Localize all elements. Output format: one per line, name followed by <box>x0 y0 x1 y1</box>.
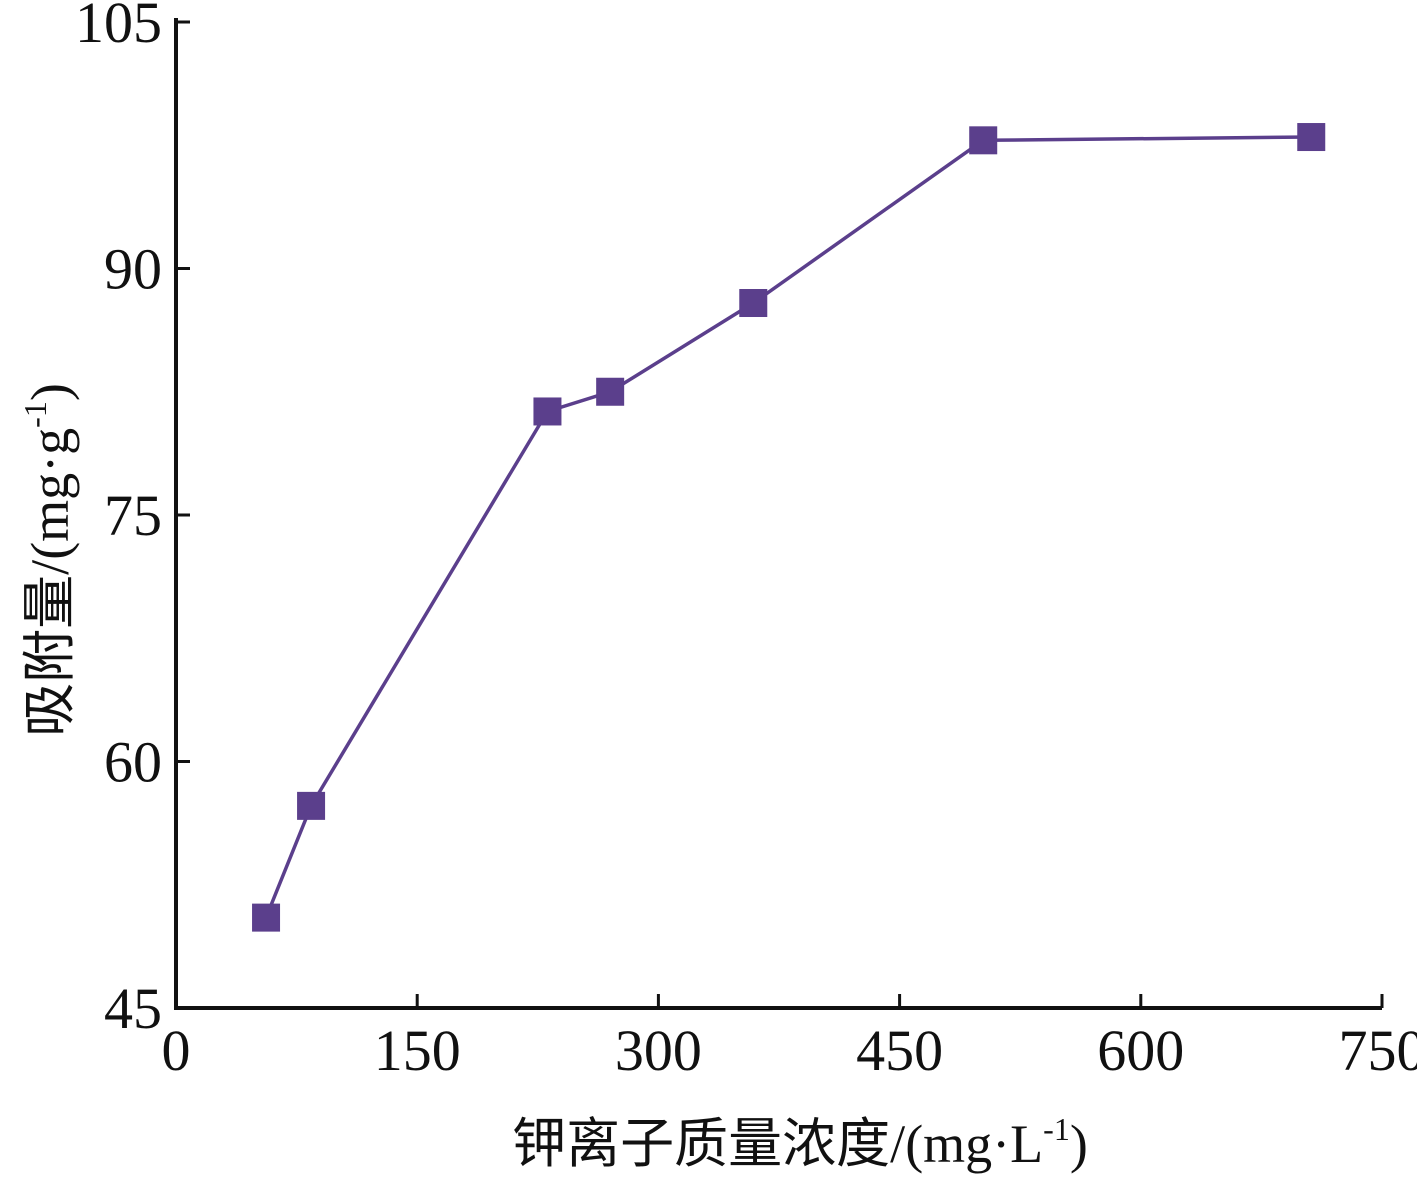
y-tick-label: 60 <box>104 730 162 795</box>
x-axis-title: 钾离子质量浓度/(mg·L-1) <box>512 1111 1088 1174</box>
y-axis-title-close: ) <box>20 383 80 401</box>
y-axis-title-main: 吸附量/(mg·g <box>20 428 80 737</box>
y-axis-title-sup: -1 <box>17 401 53 428</box>
data-point-marker <box>739 289 768 318</box>
x-axis-title-close: ) <box>1070 1114 1088 1174</box>
y-tick-label: 45 <box>104 976 162 1041</box>
y-tick-label: 75 <box>104 483 162 548</box>
data-point-marker <box>596 377 625 406</box>
x-axis-title-sup: -1 <box>1043 1111 1070 1147</box>
data-point-marker <box>533 397 562 426</box>
axes <box>174 18 1382 1010</box>
y-tick-label: 105 <box>75 0 162 55</box>
data-point-marker <box>969 126 998 155</box>
y-axis-title: 吸附量/(mg·g-1) <box>17 383 80 737</box>
x-tick-label: 450 <box>856 1018 943 1083</box>
x-axis-title-main: 钾离子质量浓度/(mg·L <box>512 1114 1043 1174</box>
x-tick-label: 0 <box>162 1018 191 1083</box>
x-tick-label: 600 <box>1097 1018 1184 1083</box>
x-tick-label: 750 <box>1339 1018 1417 1083</box>
data-point-marker <box>1297 123 1326 152</box>
ticks <box>176 20 1384 1008</box>
y-tick-label: 90 <box>104 237 162 302</box>
x-tick-label: 300 <box>615 1018 702 1083</box>
data-point-marker <box>252 903 281 932</box>
data-point-marker <box>297 791 326 820</box>
x-tick-label: 150 <box>374 1018 461 1083</box>
series-layer <box>252 123 1326 932</box>
tick-labels: 0 150 300 450 600 750 45 60 75 90 105 <box>75 0 1417 1083</box>
series-line <box>264 135 1312 919</box>
